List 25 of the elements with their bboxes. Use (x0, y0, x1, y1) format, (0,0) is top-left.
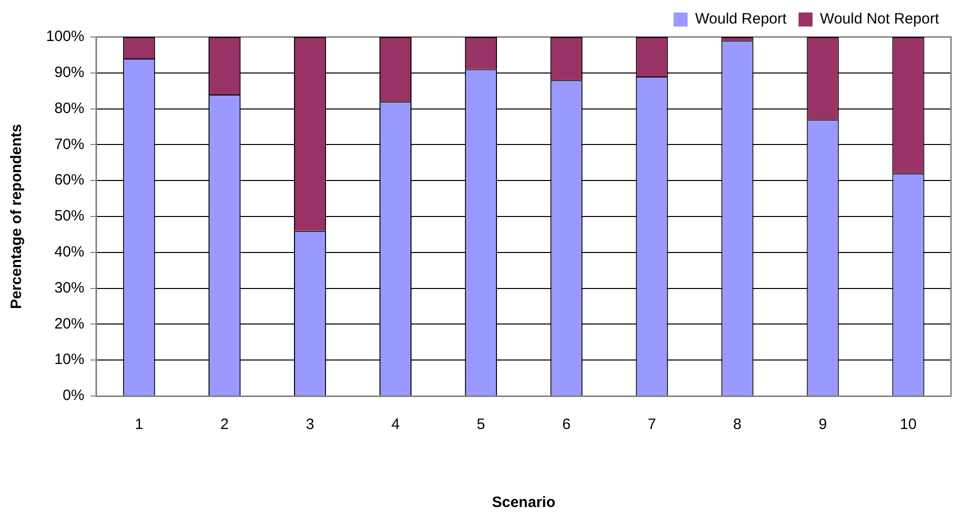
y-tick-label: 60% (54, 172, 84, 189)
x-tick-label: 2 (220, 416, 229, 434)
x-tick-label: 4 (391, 416, 400, 434)
y-tick-label: 100% (46, 28, 84, 46)
y-tick-label: 0% (62, 387, 84, 404)
x-tick-label: 3 (306, 416, 314, 434)
x-tick-label: 5 (476, 416, 486, 434)
legend-label: Would Report (695, 10, 788, 28)
legend-label: Would Not Report (820, 10, 940, 28)
y-tick-label: 70% (54, 136, 84, 153)
y-tick-label: 90% (54, 64, 84, 82)
x-tick-label: 6 (562, 416, 571, 434)
x-tick-label: 9 (818, 416, 827, 434)
x-axis-title: Scenario (492, 494, 556, 512)
y-tick-label: 50% (54, 208, 84, 225)
x-tick-label: 7 (648, 416, 656, 434)
y-axis-title: Percentage of repondents (8, 124, 26, 310)
y-tick-label: 30% (54, 279, 84, 296)
y-tick-label: 20% (54, 315, 84, 332)
y-tick-label: 40% (54, 244, 84, 261)
x-tick-label: 8 (733, 416, 742, 434)
y-tick-label: 80% (54, 100, 84, 117)
y-tick-label: 10% (54, 351, 84, 368)
x-tick-label: 10 (900, 416, 917, 434)
x-tick-label: 1 (134, 416, 144, 434)
